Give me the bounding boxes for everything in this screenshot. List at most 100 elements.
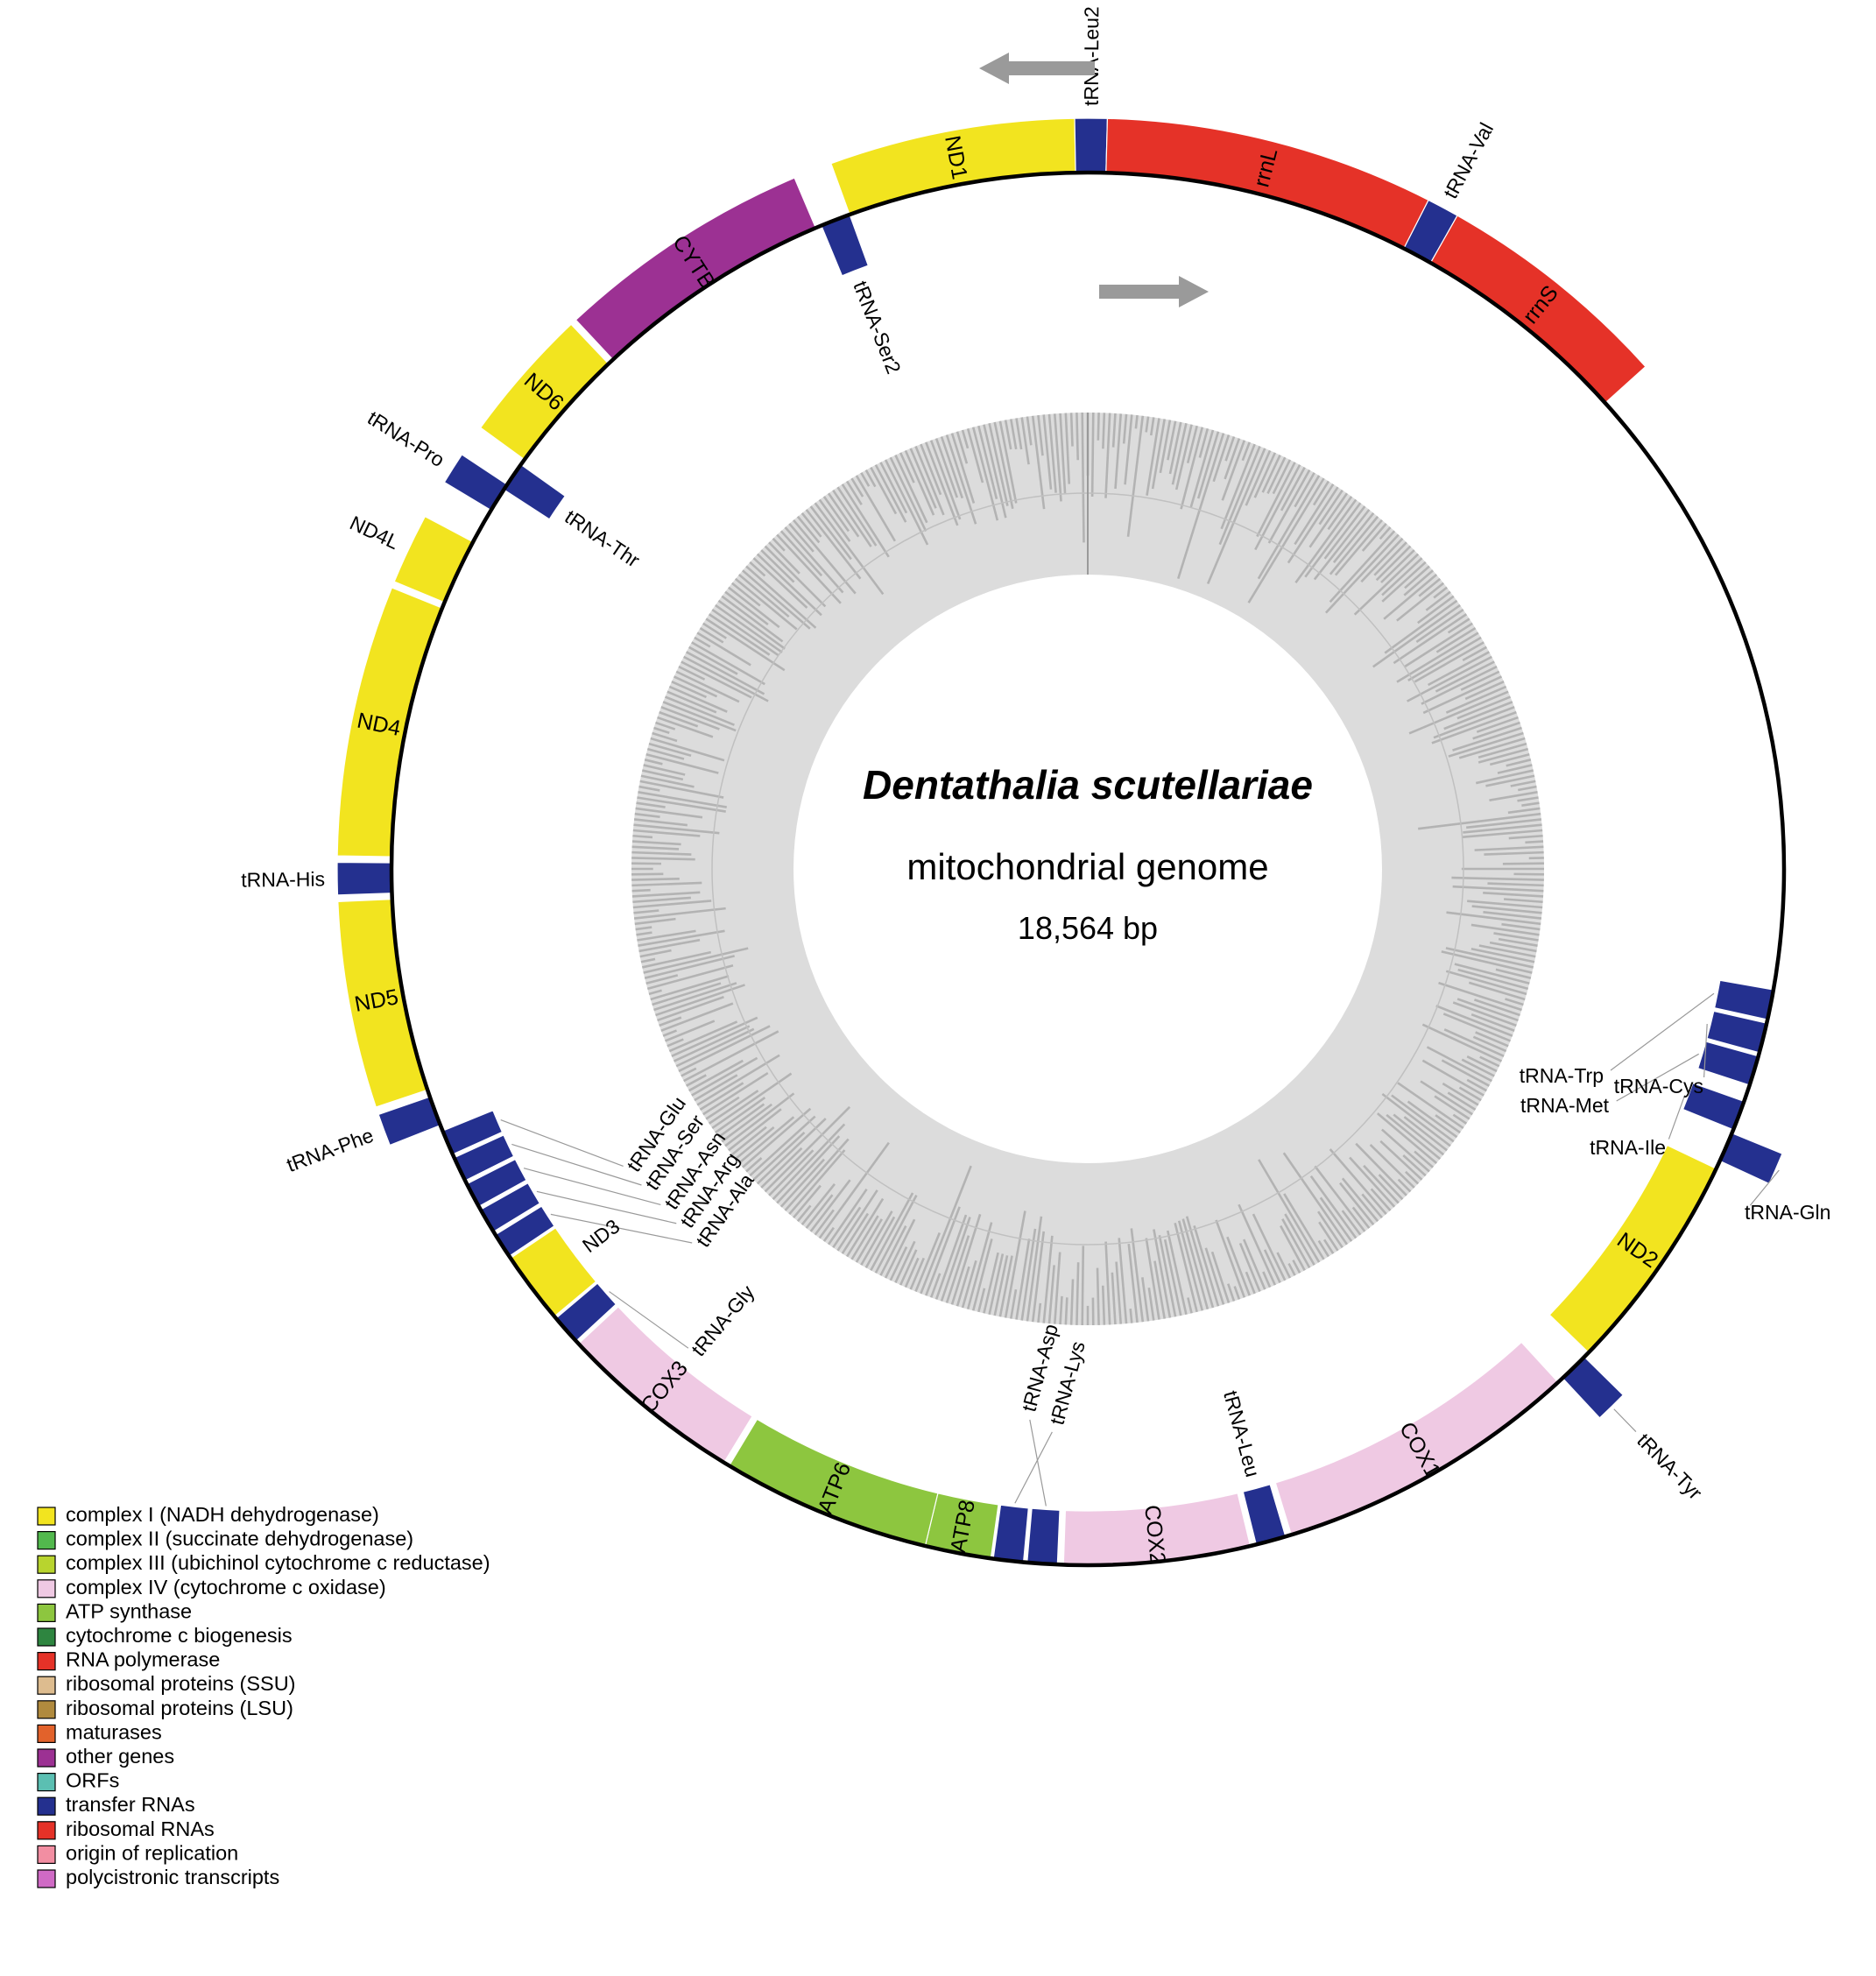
leader-tRNA-Ala	[550, 1213, 693, 1244]
gc-bar	[636, 801, 666, 808]
gc-bar	[1435, 626, 1477, 653]
gc-bar	[920, 1165, 972, 1295]
gc-bar	[737, 574, 790, 618]
gc-bar	[904, 1257, 920, 1288]
gc-bar	[1456, 998, 1519, 1022]
gc-bar	[752, 557, 808, 609]
gc-bar	[998, 1255, 1013, 1317]
gc-bar	[1372, 603, 1461, 668]
gc-bar	[1435, 1114, 1461, 1134]
gc-bar	[1287, 1262, 1296, 1276]
gc-bar	[650, 737, 725, 762]
legend-swatch-rrna	[37, 1821, 56, 1840]
gc-bar	[657, 716, 714, 738]
gc-bar	[1379, 1140, 1423, 1181]
gc-bar	[640, 957, 656, 963]
gene-label-tRNA-Val: tRNA-Val	[1439, 119, 1498, 202]
leader-tRNA-Ser	[511, 1143, 642, 1186]
gc-bar	[822, 496, 850, 533]
gc-bar	[809, 1179, 851, 1232]
gc-bar	[1376, 1112, 1438, 1164]
gc-bar	[1015, 418, 1023, 450]
gc-bar	[1206, 448, 1266, 584]
gc-bar	[1360, 537, 1404, 583]
gc-bar	[832, 1206, 862, 1249]
gc-bar	[708, 1090, 759, 1125]
gene-label-tRNA-Leu2: tRNA-Leu2	[1080, 6, 1103, 106]
gc-bar	[1518, 785, 1537, 792]
gc-bar	[673, 1025, 751, 1062]
legend-item-origin_replication: origin of replication	[37, 1841, 238, 1864]
gc-bar	[1452, 885, 1544, 893]
gc-bar	[884, 459, 929, 546]
gc-bar	[768, 541, 800, 575]
gc-bar	[1517, 796, 1539, 802]
gc-bar	[1294, 498, 1358, 584]
leader-tRNA-Gln	[1749, 1169, 1780, 1206]
gc-bar	[1425, 590, 1451, 611]
gc-bar	[1168, 421, 1182, 475]
gc-bar	[1181, 1218, 1210, 1310]
gc-bar	[1283, 1193, 1325, 1260]
gc-bar	[631, 888, 651, 893]
gc-bar	[1435, 660, 1495, 693]
gc-bar	[681, 1067, 697, 1077]
legend-item-complex2: complex II (succinate dehydrogenase)	[37, 1528, 413, 1550]
gc-bar	[1280, 1224, 1306, 1271]
gc-bar	[1378, 1174, 1404, 1201]
legend-label-origin_replication: origin of replication	[66, 1841, 238, 1864]
gc-bar	[644, 955, 736, 979]
gc-bar	[1227, 1283, 1236, 1302]
legend-swatch-complex1	[37, 1507, 56, 1526]
gc-bar	[1004, 1210, 1026, 1318]
leader-tRNA-Gly	[609, 1291, 689, 1349]
gc-bar	[1431, 710, 1517, 745]
gc-bar	[1397, 1178, 1412, 1193]
gc-bar	[899, 452, 915, 483]
gene-blocks	[336, 117, 1783, 1566]
gc-bar	[1457, 968, 1529, 991]
gc-bar	[756, 553, 822, 617]
gc-bar	[1180, 427, 1204, 510]
gc-bar	[637, 796, 726, 813]
gc-bar	[1452, 726, 1522, 752]
gc-bar	[633, 907, 726, 920]
gc-bar	[1446, 911, 1541, 926]
gc-bar	[1076, 413, 1080, 461]
gc-bar	[1037, 414, 1044, 456]
gc-bar	[1281, 1218, 1311, 1268]
gc-bar	[683, 655, 769, 702]
gc-bar	[638, 938, 701, 953]
legend-swatch-cytc_biogenesis	[37, 1627, 56, 1647]
gc-bar	[805, 1194, 834, 1229]
gc-bar	[1287, 486, 1339, 564]
gc-bar	[1284, 1213, 1315, 1266]
gc-bar	[1420, 1080, 1473, 1116]
legend-swatch-maturases	[37, 1724, 56, 1743]
gc-bar	[664, 695, 735, 726]
gc-bar	[671, 680, 707, 699]
gc-bar	[1238, 1242, 1261, 1293]
gene-label-tRNA-Gln: tRNA-Gln	[1745, 1201, 1830, 1224]
gc-bar	[1309, 1175, 1358, 1239]
gene-label-tRNA-Leu: tRNA-Leu	[1219, 1388, 1265, 1479]
legend-item-trna: transfer RNAs	[37, 1793, 195, 1816]
gc-bar	[1472, 1035, 1507, 1053]
gc-bar	[909, 1257, 925, 1290]
legend-swatch-other_genes	[37, 1748, 56, 1768]
gc-bar	[860, 1210, 893, 1266]
gc-bar	[715, 1097, 766, 1134]
gc-bar	[673, 675, 718, 698]
gc-bar	[1238, 1203, 1277, 1286]
legend-swatch-ribosomal_lsu	[37, 1700, 56, 1719]
gc-bar	[1272, 459, 1292, 495]
gc-bar	[1196, 431, 1220, 499]
gc-bar	[1127, 1244, 1139, 1323]
gc-bar	[879, 462, 908, 514]
gc-bar	[1435, 1005, 1513, 1037]
gc-bar	[1042, 414, 1053, 490]
gc-bar	[650, 975, 730, 1001]
gc-bar	[662, 701, 737, 732]
legend-swatch-ribosomal_ssu	[37, 1676, 56, 1695]
